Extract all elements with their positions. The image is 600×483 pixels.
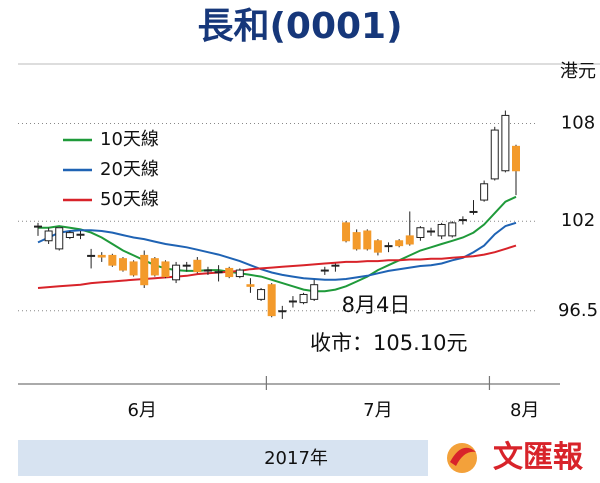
candle-body — [225, 267, 234, 278]
legend-label: 50天線 — [100, 189, 159, 210]
candle-body — [129, 261, 138, 276]
x-tick-label: 6月 — [127, 400, 156, 421]
candle-body — [172, 264, 181, 281]
candle-body — [118, 258, 127, 271]
logo-emblem — [447, 443, 477, 473]
candle-body — [352, 232, 361, 250]
candle-body — [512, 145, 520, 172]
candle-body — [55, 227, 64, 250]
x-tick-label: 7月 — [363, 400, 392, 421]
candle-body — [501, 114, 510, 172]
candle-body — [108, 254, 117, 266]
ma-line — [37, 244, 517, 289]
candle-body — [44, 230, 53, 242]
legend-label: 20天線 — [100, 159, 159, 180]
candle-body — [34, 225, 42, 228]
candle-body — [427, 230, 436, 233]
candle-body — [257, 289, 266, 300]
candle-body — [320, 269, 329, 272]
y-unit: 港元 — [560, 61, 596, 82]
candle-body — [363, 230, 372, 250]
candle-body — [235, 269, 244, 278]
candle-body — [214, 271, 223, 274]
y-tick-label: 96.5 — [558, 300, 598, 321]
candle-body — [373, 240, 382, 253]
candle-body — [331, 264, 340, 267]
candle-body — [193, 259, 202, 273]
logo-emblem — [450, 447, 476, 466]
candle-body — [76, 233, 85, 236]
candle-body — [480, 183, 489, 201]
candle-body — [278, 310, 287, 313]
y-tick-label: 102 — [561, 210, 595, 231]
candle-body — [448, 222, 457, 237]
candle-body — [342, 222, 351, 242]
candle-body — [203, 269, 212, 272]
candle-body — [267, 284, 276, 317]
candle-body — [310, 284, 319, 300]
chart-title: 長和(0001) — [197, 6, 402, 47]
candle-body — [246, 284, 255, 287]
candle-body — [490, 129, 499, 180]
x-tick-label: 8月 — [510, 400, 539, 421]
candle-body — [437, 223, 446, 237]
annotation: 收市：105.10元 — [310, 331, 467, 355]
logo: 文匯報 — [447, 440, 584, 475]
candle-body — [395, 240, 404, 247]
candle-body — [87, 254, 96, 257]
candle-body — [97, 254, 106, 258]
candle-body — [384, 245, 393, 248]
candle-body — [65, 232, 74, 239]
y-tick-label: 108 — [561, 113, 595, 134]
candle-body — [150, 258, 159, 276]
candle-body — [299, 293, 308, 304]
candle-body — [416, 227, 425, 239]
candle-body — [458, 219, 467, 222]
logo-text: 文匯報 — [493, 440, 584, 475]
candle-body — [161, 261, 170, 278]
legend-label: 10天線 — [100, 129, 159, 150]
footer-year: 2017年 — [264, 448, 328, 469]
candle-body — [469, 210, 478, 213]
candle-body — [288, 300, 297, 303]
ma-line — [38, 195, 517, 293]
candle-body — [140, 254, 149, 286]
candle-body — [182, 264, 191, 267]
candle-body — [405, 235, 414, 245]
footer-band — [18, 440, 428, 476]
annotation: 8月4日 — [342, 293, 411, 317]
ma-line — [37, 221, 517, 281]
